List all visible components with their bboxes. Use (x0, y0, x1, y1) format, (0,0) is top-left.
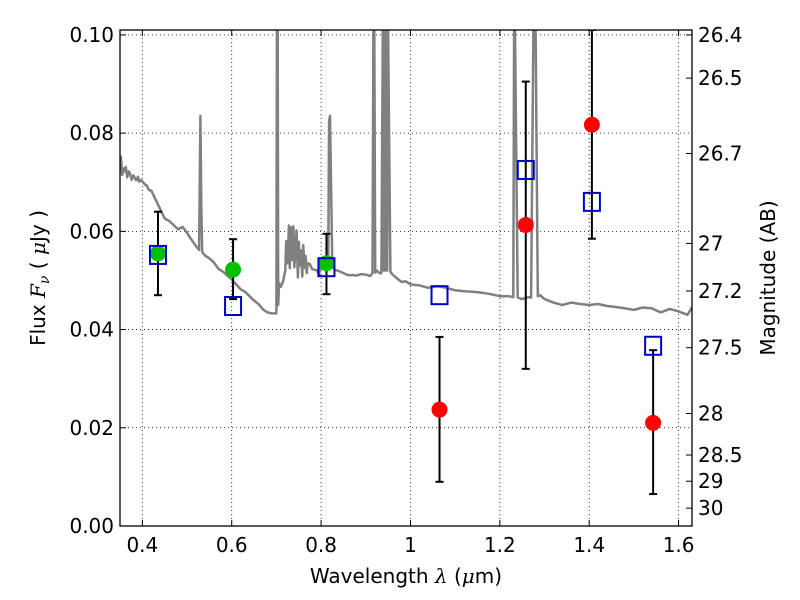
data-point-square (516, 159, 535, 180)
y2-tick-label: 28.5 (698, 443, 743, 467)
y2-tick-label: 27.5 (698, 336, 743, 360)
plot-area (120, 30, 692, 496)
data-point-circle (149, 245, 166, 262)
x-axis-label: Wavelength λ (μm) (310, 564, 502, 588)
plot-frame (119, 29, 693, 527)
y-tick-label: 0.08 (69, 121, 114, 145)
data-point-square (430, 285, 449, 306)
data-point-circle (645, 414, 662, 431)
y2-tick-label: 26.4 (698, 23, 743, 47)
y2-tick-label: 27.2 (698, 279, 743, 303)
axis-ticks: 0.4 0.6 0.8 1 1.2 1.4 1.6 0.00 0.02 0.04 0.06 0.08 0… (69, 23, 742, 557)
x-tick-label: 0.4 (126, 533, 158, 557)
y2-tick-label: 26.7 (698, 141, 743, 165)
x-tick-label: 1.4 (573, 533, 605, 557)
y2-tick-label: 28 (698, 401, 723, 425)
y-tick-label: 0.02 (69, 416, 114, 440)
model-spectrum-line (120, 30, 692, 317)
data-point-circle (517, 216, 534, 233)
x-tick-label: 1.2 (484, 533, 516, 557)
y-tick-label: 0.00 (69, 514, 114, 538)
data-point-circle (318, 255, 335, 272)
data-markers (148, 116, 663, 431)
data-point-square (582, 191, 601, 212)
data-point-square (224, 295, 243, 316)
x-tick-label: 1.6 (663, 533, 695, 557)
x-tick-label: 1 (404, 533, 417, 557)
data-point-circle (431, 401, 448, 418)
error-bars (153, 30, 658, 496)
y-tick-label: 0.04 (69, 318, 114, 342)
y-tick-label: 0.06 (69, 219, 114, 243)
data-point-circle (225, 261, 242, 278)
data-point-square (148, 244, 167, 265)
y-tick-label: 0.10 (69, 23, 114, 47)
y2-tick-label: 27 (698, 231, 723, 255)
x-tick-label: 0.8 (305, 533, 337, 557)
right-axis-label: Magnitude (AB) (756, 200, 780, 355)
y2-tick-label: 29 (698, 469, 723, 493)
data-point-square (644, 335, 663, 356)
x-tick-label: 0.6 (216, 533, 248, 557)
data-point-square (317, 257, 336, 278)
y-axis-label: Flux Fν ( μJy ) (26, 210, 53, 346)
y2-tick-label: 26.5 (698, 66, 743, 90)
data-point-circle (583, 116, 600, 133)
y2-tick-label: 30 (698, 496, 723, 520)
